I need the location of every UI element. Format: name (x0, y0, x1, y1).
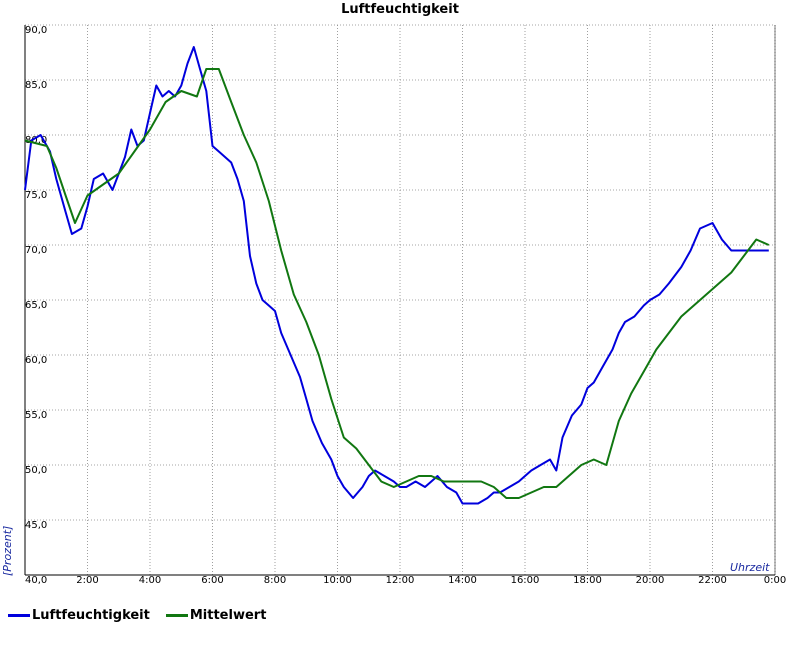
y-tick-label: 50,0 (25, 465, 47, 476)
x-tick-label: 4:00 (139, 575, 161, 586)
y-tick-label: 85,0 (25, 80, 47, 91)
legend-swatch-mean (165, 614, 188, 617)
x-tick-label: 6:00 (201, 575, 223, 586)
x-axis-ticks: 2:00 4:00 6:00 8:00 10:00 12:00 14:00 16:00 18:0… (76, 575, 786, 586)
x-tick-label: 12:00 (386, 575, 415, 586)
chart-title: Luftfeuchtigkeit (341, 2, 459, 17)
y-tick-label: 45,0 (25, 520, 47, 531)
x-tick-label: 14:00 (448, 575, 477, 586)
y-tick-label: 75,0 (25, 190, 47, 201)
y-tick-label: 55,0 (25, 410, 47, 421)
x-tick-label: 2:00 (76, 575, 98, 586)
legend: Luftfeuchtigkeit Mittelwert (8, 608, 282, 623)
x-tick-label: 0:00 (764, 575, 786, 586)
series-line-mittelwert (24, 68, 770, 499)
legend-item-mean: Mittelwert (165, 608, 267, 623)
y-tick-label: 80,0 (25, 135, 47, 146)
legend-label-humidity: Luftfeuchtigkeit (32, 608, 150, 623)
series-lines (24, 46, 770, 505)
x-tick-label: 8:00 (264, 575, 286, 586)
x-tick-label: 16:00 (511, 575, 540, 586)
x-tick-label: 20:00 (636, 575, 665, 586)
axes (24, 25, 776, 576)
legend-label-mean: Mittelwert (189, 608, 267, 623)
y-tick-label: 70,0 (25, 245, 47, 256)
x-tick-label: 22:00 (698, 575, 727, 586)
x-axis-label: Uhrzeit (730, 561, 770, 574)
legend-item-humidity: Luftfeuchtigkeit (8, 608, 150, 623)
y-tick-label: 40,0 (25, 575, 47, 586)
y-axis-ticks: 40,0 45,0 50,0 55,0 60,0 65,0 70,0 75,0 80,0 85,0… (25, 25, 47, 586)
x-tick-label: 18:00 (573, 575, 602, 586)
grid (25, 24, 776, 575)
legend-swatch-humidity (8, 614, 30, 617)
x-tick-label: 10:00 (323, 575, 352, 586)
y-tick-label: 65,0 (25, 300, 47, 311)
series-line-luftfeuchtigkeit (24, 46, 769, 505)
y-axis-label: [Prozent] (1, 526, 14, 576)
y-tick-label: 60,0 (25, 355, 47, 366)
y-tick-label: 90,0 (25, 25, 47, 36)
